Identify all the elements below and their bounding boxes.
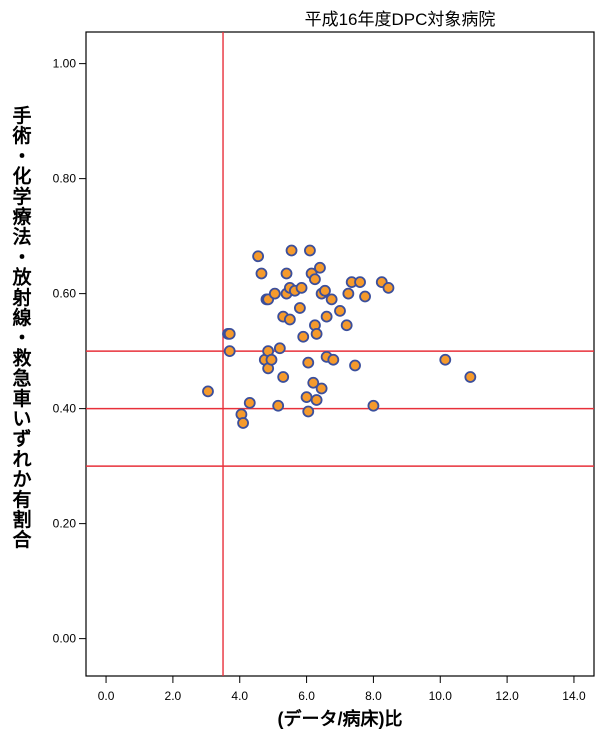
y-tick-label: 0.40 [53, 402, 77, 416]
y-tick-label: 1.00 [53, 57, 77, 71]
data-point [293, 302, 306, 314]
plot-frame [85, 31, 595, 677]
y-tick-label: 0.60 [53, 287, 77, 301]
data-point [302, 405, 315, 418]
data-point [382, 281, 395, 294]
data-point [265, 353, 278, 366]
data-point [302, 356, 315, 369]
data-point [307, 376, 320, 389]
data-point [325, 293, 338, 306]
data-point [342, 287, 355, 300]
y-tick-label: 0.80 [53, 172, 77, 186]
x-tick-label: 4.0 [231, 689, 248, 703]
y-tick-label: 0.00 [53, 632, 77, 646]
data-point [314, 261, 326, 274]
data-point [439, 353, 452, 366]
data-point [297, 330, 310, 343]
data-point [327, 353, 340, 366]
x-tick-label: 10.0 [429, 689, 453, 703]
data-point [295, 281, 308, 294]
data-point [272, 399, 285, 412]
data-point [354, 276, 366, 289]
x-axis-label: (データ/病床)比 [278, 708, 403, 729]
x-tick-label: 8.0 [365, 689, 382, 703]
chart-title: 平成16年度DPC対象病院 [305, 10, 496, 29]
data-point [202, 385, 214, 398]
y-tick-label: 0.20 [53, 517, 77, 531]
x-tick-label: 14.0 [562, 689, 586, 703]
y-axis-label: 手術・化学療法・放射線・救急車いずれか有割合 [11, 104, 32, 551]
x-tick-label: 6.0 [298, 689, 315, 703]
x-tick-label: 12.0 [495, 689, 519, 703]
x-tick-label: 2.0 [165, 689, 182, 703]
y-axis-ticks: 0.00 0.20 0.40 0.60 0.80 1.00 [53, 57, 86, 646]
data-point [223, 345, 236, 358]
data-point [300, 391, 313, 404]
data-point [315, 382, 328, 395]
data-point [268, 287, 281, 300]
data-point [310, 394, 323, 406]
data-point [334, 304, 346, 317]
data-point [237, 417, 249, 429]
data-point [243, 396, 256, 409]
data-point [340, 319, 353, 332]
data-point [319, 284, 331, 297]
data-point [283, 313, 296, 326]
data-point [223, 327, 236, 340]
data-point [367, 399, 380, 412]
data-point [277, 371, 290, 383]
data-point [464, 371, 477, 383]
x-tick-label: 0.0 [98, 689, 115, 703]
data-point [320, 310, 333, 323]
data-point [252, 250, 265, 263]
data-point [273, 342, 286, 355]
data-point [285, 244, 298, 257]
data-point [310, 327, 323, 340]
data-point [359, 290, 371, 303]
data-point [304, 244, 316, 257]
data-point [280, 267, 293, 280]
data-point [309, 273, 321, 286]
data-points [202, 244, 477, 429]
data-point [255, 267, 268, 280]
data-point [349, 359, 361, 372]
reference-lines [86, 32, 594, 676]
x-axis-ticks: 0.0 2.0 4.0 6.0 8.0 10.0 12.0 14.0 [98, 676, 586, 703]
